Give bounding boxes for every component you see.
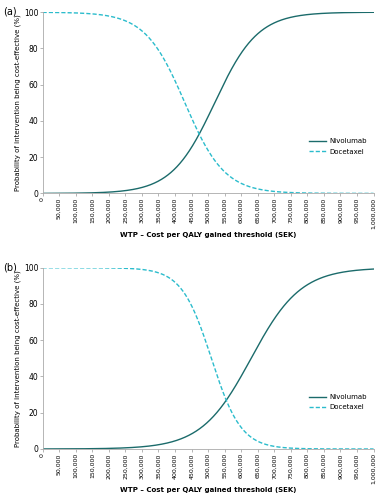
Docetaxel (371, 190, 376, 196)
Docetaxel (98, 265, 102, 271)
Legend: Nivolumab, Docetaxel: Nivolumab, Docetaxel (306, 391, 370, 413)
Docetaxel (329, 446, 334, 452)
Nivolumab (40, 190, 45, 196)
Line: Docetaxel: Docetaxel (43, 12, 373, 194)
Text: (a): (a) (3, 7, 16, 17)
Docetaxel (371, 446, 376, 452)
Nivolumab (329, 272, 334, 278)
Legend: Nivolumab, Docetaxel: Nivolumab, Docetaxel (306, 136, 370, 158)
Nivolumab (167, 440, 172, 446)
Text: (b): (b) (3, 262, 17, 272)
Nivolumab (40, 446, 45, 452)
Nivolumab (98, 190, 102, 196)
X-axis label: WTP – Cost per QALY gained threshold (SEK): WTP – Cost per QALY gained threshold (SE… (120, 487, 296, 493)
Nivolumab (78, 446, 83, 452)
Docetaxel (182, 98, 186, 103)
Nivolumab (78, 190, 83, 196)
Docetaxel (98, 12, 102, 18)
Docetaxel (78, 265, 83, 271)
Nivolumab (329, 10, 334, 16)
Docetaxel (329, 190, 334, 196)
Docetaxel (40, 265, 45, 271)
Docetaxel (365, 190, 369, 196)
Line: Docetaxel: Docetaxel (43, 268, 373, 449)
Nivolumab (167, 170, 172, 176)
Docetaxel (167, 275, 172, 281)
Docetaxel (182, 290, 186, 296)
Docetaxel (78, 10, 83, 16)
Docetaxel (167, 66, 172, 72)
Nivolumab (371, 266, 376, 272)
Nivolumab (182, 434, 186, 440)
Nivolumab (182, 156, 186, 162)
Nivolumab (98, 446, 102, 452)
Line: Nivolumab: Nivolumab (43, 12, 373, 194)
Docetaxel (365, 446, 369, 452)
Line: Nivolumab: Nivolumab (43, 269, 373, 449)
Nivolumab (371, 10, 376, 16)
Y-axis label: Probability of intervention being cost-effective (%): Probability of intervention being cost-e… (15, 14, 21, 191)
Nivolumab (365, 266, 369, 272)
Y-axis label: Probability of intervention being cost-effective (%): Probability of intervention being cost-e… (15, 270, 21, 446)
X-axis label: WTP – Cost per QALY gained threshold (SEK): WTP – Cost per QALY gained threshold (SE… (120, 232, 296, 237)
Nivolumab (365, 10, 369, 16)
Docetaxel (40, 10, 45, 16)
